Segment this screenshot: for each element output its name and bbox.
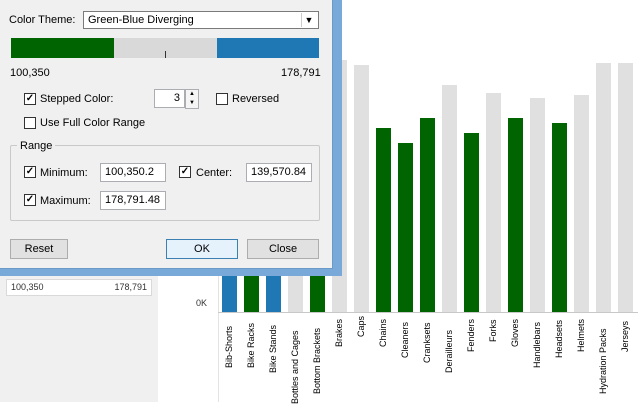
x-axis-line: [218, 312, 638, 313]
category-label: Jerseys: [620, 321, 630, 353]
spin-up-icon[interactable]: ▲: [189, 91, 195, 97]
bar-handlebars[interactable]: [530, 97, 545, 312]
bar-gloves[interactable]: [508, 117, 523, 312]
bar-cleaners[interactable]: [398, 143, 413, 312]
category-label: Caps: [356, 315, 366, 337]
category-label: Handlebars: [532, 321, 542, 368]
center-checkbox[interactable]: ✓: [179, 166, 191, 178]
category-label: Bib-Shorts: [224, 325, 234, 368]
reset-button[interactable]: Reset: [10, 239, 68, 259]
range-group-label: Range: [17, 140, 56, 152]
minimum-checkbox[interactable]: ✓: [24, 166, 36, 178]
bar-headsets[interactable]: [552, 123, 567, 312]
center-tick: [165, 51, 166, 58]
bar-fenders[interactable]: [464, 133, 479, 312]
range-group: [10, 145, 320, 221]
category-label: Cranksets: [422, 322, 432, 363]
legend-max: 178,791: [114, 282, 147, 292]
range-min-text: 100,350: [10, 67, 50, 79]
dialog-body: Color Theme: Green-Blue Diverging ▼ 100,…: [0, 0, 333, 269]
color-legend: 100,350 178,791: [6, 279, 152, 296]
reversed-checkbox[interactable]: [216, 93, 228, 105]
center-input[interactable]: 139,570.84: [246, 163, 312, 182]
stepped-value-input[interactable]: 3: [154, 89, 185, 108]
color-dialog: Color Theme: Green-Blue Diverging ▼ 100,…: [0, 0, 342, 276]
color-theme-select[interactable]: Green-Blue Diverging ▼: [83, 11, 319, 29]
color-ramp-high: [217, 38, 319, 58]
bar-caps[interactable]: [354, 65, 369, 312]
close-button[interactable]: Close: [247, 239, 319, 259]
y-tick-label: 0K: [196, 298, 208, 308]
category-label: Helmets: [576, 319, 586, 353]
full-range-checkbox[interactable]: [24, 117, 36, 129]
legend-min: 100,350: [11, 282, 44, 292]
stepped-spinner[interactable]: ▲ ▼: [185, 89, 199, 109]
spin-down-icon[interactable]: ▼: [189, 100, 195, 106]
center-label: Center:: [196, 167, 233, 179]
color-theme-value: Green-Blue Diverging: [88, 14, 194, 26]
minimum-input[interactable]: 100,350.2: [100, 163, 166, 182]
color-ramp-mid: [114, 38, 217, 58]
category-label: Cleaners: [400, 321, 410, 358]
stepped-color-checkbox[interactable]: ✓: [24, 93, 36, 105]
reversed-label: Reversed: [232, 93, 280, 105]
bar-forks[interactable]: [486, 92, 501, 312]
minimum-label: Minimum:: [40, 167, 88, 179]
chevron-down-icon[interactable]: ▼: [301, 13, 316, 27]
full-range-label: Use Full Color Range: [40, 117, 146, 129]
ok-button[interactable]: OK: [166, 239, 238, 259]
category-label: Derailleurs: [444, 330, 454, 374]
color-ramp-low: [11, 38, 114, 58]
bar-helmets[interactable]: [574, 95, 589, 312]
color-theme-label: Color Theme:: [9, 14, 76, 26]
range-max-text: 178,791: [281, 67, 321, 79]
category-label: Brakes: [334, 319, 344, 348]
maximum-input[interactable]: 178,791.48: [100, 191, 166, 210]
category-label: Bottom Brackets: [312, 327, 322, 394]
bar-derailleurs[interactable]: [442, 85, 457, 312]
category-label: Bottles and Cages: [290, 330, 300, 404]
category-label: Bike Stands: [268, 325, 278, 374]
category-label: Forks: [488, 319, 498, 343]
bar-cranksets[interactable]: [420, 117, 435, 312]
category-label: Bike Racks: [246, 322, 256, 368]
category-label: Hydration Packs: [598, 328, 608, 394]
maximum-label: Maximum:: [40, 195, 91, 207]
maximum-checkbox[interactable]: ✓: [24, 194, 36, 206]
bar-jerseys[interactable]: [618, 62, 633, 312]
category-label: Gloves: [510, 319, 520, 348]
stepped-color-label: Stepped Color:: [40, 93, 114, 105]
category-label: Chains: [378, 319, 388, 348]
category-label: Fenders: [466, 319, 476, 353]
category-label: Headsets: [554, 319, 564, 358]
bar-chains[interactable]: [376, 128, 391, 312]
bar-hydration-packs[interactable]: [596, 62, 611, 312]
